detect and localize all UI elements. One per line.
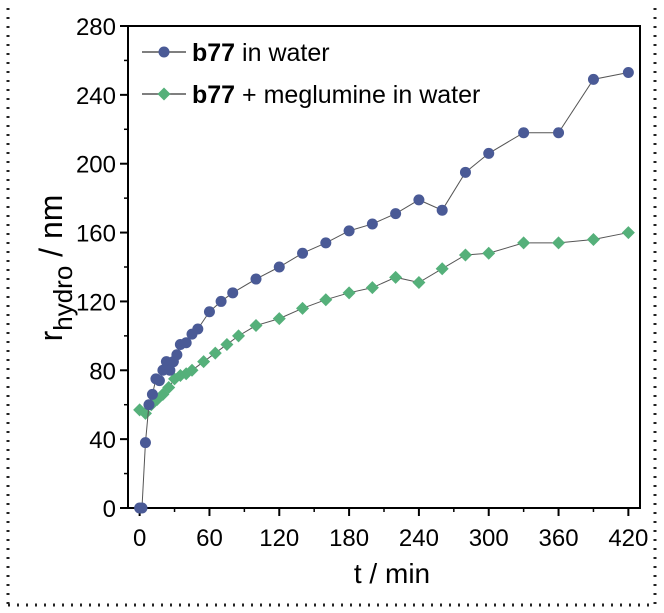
data-point [482, 246, 496, 260]
y-axis-label-subscript: hydro [48, 266, 78, 331]
legend-entry: b77 + meglumine in water [142, 81, 480, 109]
data-point [153, 375, 165, 387]
x-tick-label: 0 [133, 525, 146, 552]
data-point [157, 87, 171, 101]
data-point [483, 147, 495, 159]
data-point [296, 301, 310, 315]
data-point [171, 349, 183, 361]
legend-entry: b77 in water [142, 39, 330, 67]
legend-label-rest: in water [235, 39, 329, 67]
y-tick-label: 240 [76, 83, 116, 110]
legend-label-bold: b77 [192, 81, 235, 109]
data-point [146, 388, 158, 400]
data-point [220, 337, 234, 351]
data-point [203, 306, 215, 318]
data-point [621, 226, 635, 240]
x-tick-label: 60 [196, 525, 223, 552]
y-axis-label: rhydro / nm [33, 195, 78, 342]
data-point [389, 270, 403, 284]
y-tick-label: 0 [103, 496, 116, 523]
y-axis-label-unit: / nm [33, 195, 69, 266]
y-tick-label: 120 [76, 289, 116, 316]
data-point [413, 194, 425, 206]
data-point [459, 166, 471, 178]
data-point [272, 312, 286, 326]
data-point [587, 73, 599, 85]
legend-label: b77 in water [192, 39, 330, 67]
series [133, 226, 635, 420]
data-point [518, 127, 530, 139]
data-point [162, 381, 176, 394]
data-point [412, 275, 426, 289]
data-point [552, 236, 566, 250]
data-point [227, 287, 239, 299]
x-tick-label: 180 [329, 525, 369, 552]
data-point [365, 281, 379, 295]
data-point [185, 363, 199, 377]
y-tick-label: 40 [89, 427, 116, 454]
legend-label: b77 + meglumine in water [192, 81, 480, 109]
data-point [249, 319, 263, 333]
data-point [517, 236, 531, 250]
x-tick-label: 300 [469, 525, 509, 552]
data-point [343, 225, 355, 237]
y-tick-label: 200 [76, 152, 116, 179]
legend-label-bold: b77 [192, 39, 235, 67]
x-tick-label: 420 [608, 525, 648, 552]
data-point [192, 323, 204, 335]
data-point [158, 46, 170, 58]
x-tick-label: 240 [399, 525, 439, 552]
data-point [215, 295, 227, 307]
y-axis-label-main: r [33, 330, 69, 341]
data-point [435, 262, 449, 276]
axes-group: 0 40 80 120 160 200 240 280 0 60 120 180 240 300 360 42… [76, 14, 648, 552]
data-point [232, 329, 246, 343]
series-line [139, 232, 629, 414]
series-line [139, 71, 629, 509]
x-axis-label: t / min [354, 558, 430, 589]
data-point [143, 399, 155, 411]
data-point [320, 237, 332, 249]
data-point [250, 273, 262, 285]
axis-labels: t / min rhydro / nm [33, 195, 430, 589]
data-point [553, 127, 565, 139]
data-point [208, 346, 222, 360]
data-point [319, 293, 333, 307]
data-point [273, 261, 285, 273]
data-point [164, 364, 176, 376]
data-point [139, 437, 151, 449]
data-point [136, 502, 148, 514]
data-point [297, 247, 309, 259]
series [134, 66, 634, 514]
series-layer [133, 66, 635, 514]
y-tick-label: 80 [89, 358, 116, 385]
data-point [342, 286, 356, 300]
data-point [586, 232, 600, 246]
data-point [366, 218, 378, 230]
legend-label-rest: + meglumine in water [235, 81, 480, 109]
data-point [436, 204, 448, 216]
data-point [180, 337, 192, 349]
x-tick-label: 120 [259, 525, 299, 552]
data-point [390, 208, 402, 220]
data-point [197, 355, 211, 369]
y-tick-label: 160 [76, 221, 116, 248]
y-tick-label: 280 [76, 14, 116, 41]
data-point [622, 66, 634, 78]
data-point [458, 248, 472, 262]
x-tick-label: 360 [539, 525, 579, 552]
